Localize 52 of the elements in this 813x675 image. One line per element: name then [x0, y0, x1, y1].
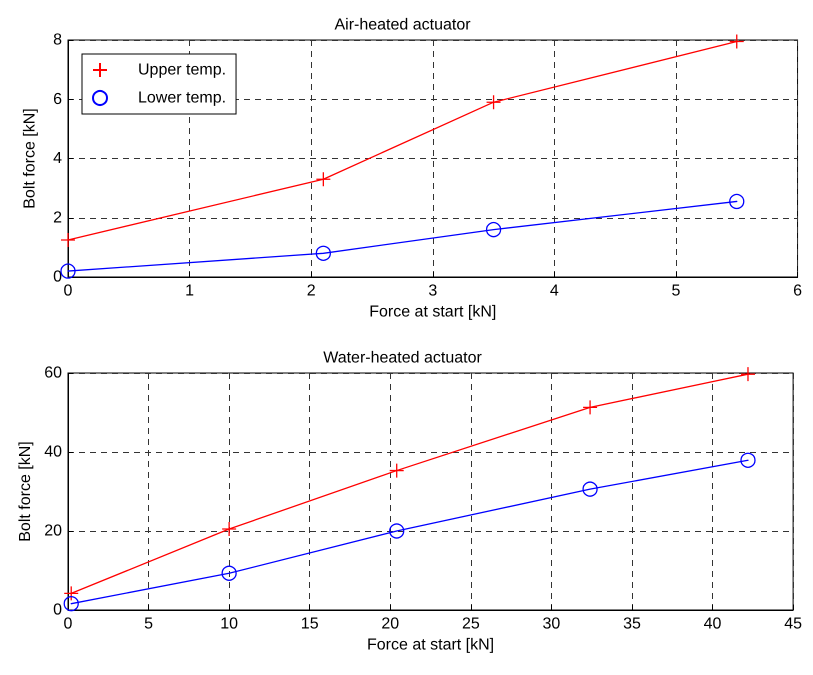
- x-tick-label: 30: [542, 616, 560, 632]
- point: [486, 94, 502, 110]
- point: [222, 566, 237, 581]
- x-tick-label: 40: [704, 616, 722, 632]
- y-axis-title: Bolt force [kN]: [16, 441, 34, 542]
- point: [389, 523, 404, 539]
- x-tick-label: 6: [793, 282, 802, 300]
- y-tick-label: 2: [53, 209, 62, 226]
- y-tick-label: 0: [53, 268, 62, 286]
- y-tick-label: 0: [53, 602, 62, 618]
- x-axis-title: Force at start [kN]: [369, 303, 496, 320]
- y-tick-label: 20: [44, 522, 62, 540]
- y-axis-title: Bolt force [kN]: [22, 108, 38, 209]
- y-tick-label: 6: [53, 90, 62, 108]
- point: [729, 194, 744, 210]
- y-tick-label: 4: [53, 150, 62, 167]
- point: [64, 596, 79, 612]
- point: [60, 263, 76, 279]
- x-tick-label: 15: [300, 616, 319, 632]
- x-tick-label: 5: [672, 282, 681, 300]
- point: [221, 521, 237, 537]
- x-tick-label: 25: [462, 616, 480, 632]
- x-tick-label: 4: [550, 282, 559, 300]
- point: [60, 232, 76, 248]
- x-tick-label: 1: [185, 282, 194, 300]
- chart-title: Air-heated actuator: [334, 16, 472, 34]
- y-tick-label: 60: [44, 364, 62, 382]
- legend-label: Lower temp.: [138, 90, 226, 106]
- x-tick-label: 45: [784, 616, 802, 632]
- x-tick-label: 35: [623, 616, 641, 632]
- legend-label: Upper temp.: [138, 62, 226, 78]
- point: [486, 222, 502, 238]
- point: [740, 452, 756, 468]
- chart-title: Water-heated actuator: [323, 350, 482, 366]
- point: [582, 400, 598, 416]
- point: [729, 34, 744, 50]
- x-tick-label: 0: [64, 282, 73, 300]
- x-tick-label: 0: [64, 616, 73, 632]
- x-tick-label: 5: [144, 616, 154, 632]
- y-tick-label: 8: [53, 32, 62, 48]
- point: [316, 246, 331, 261]
- x-axis-title: Force at start [kN]: [366, 636, 494, 654]
- point: [64, 586, 79, 602]
- x-tick-label: 2: [306, 282, 316, 300]
- y-tick-label: 40: [44, 444, 62, 460]
- x-tick-label: 3: [428, 282, 438, 300]
- x-tick-label: 20: [381, 616, 400, 632]
- point: [740, 366, 756, 382]
- x-tick-label: 10: [220, 616, 238, 632]
- point: [389, 462, 404, 478]
- point: [582, 481, 598, 497]
- point: [316, 172, 331, 187]
